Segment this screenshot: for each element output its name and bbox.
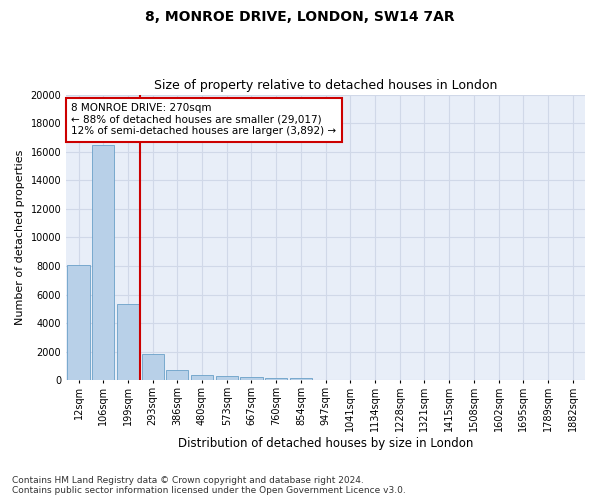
Y-axis label: Number of detached properties: Number of detached properties — [15, 150, 25, 325]
Text: Contains HM Land Registry data © Crown copyright and database right 2024.
Contai: Contains HM Land Registry data © Crown c… — [12, 476, 406, 495]
Bar — [191, 375, 213, 380]
Bar — [67, 264, 89, 380]
Bar — [290, 378, 312, 380]
Title: Size of property relative to detached houses in London: Size of property relative to detached ho… — [154, 79, 497, 92]
Bar — [92, 144, 115, 380]
Bar — [117, 304, 139, 380]
Bar — [142, 354, 164, 380]
Text: 8 MONROE DRIVE: 270sqm
← 88% of detached houses are smaller (29,017)
12% of semi: 8 MONROE DRIVE: 270sqm ← 88% of detached… — [71, 103, 337, 136]
Bar — [265, 378, 287, 380]
Bar — [241, 377, 263, 380]
Bar — [166, 370, 188, 380]
X-axis label: Distribution of detached houses by size in London: Distribution of detached houses by size … — [178, 437, 473, 450]
Text: 8, MONROE DRIVE, LONDON, SW14 7AR: 8, MONROE DRIVE, LONDON, SW14 7AR — [145, 10, 455, 24]
Bar — [215, 376, 238, 380]
